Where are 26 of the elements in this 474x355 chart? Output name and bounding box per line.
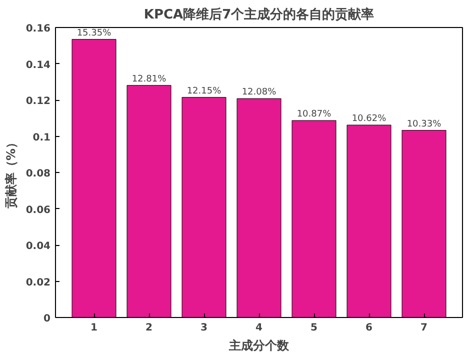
x-tick-label: 3 [200,322,208,334]
data-label: 12.08% [242,88,277,98]
y-tick-label: 0.02 [26,277,51,288]
x-tick-label: 4 [256,322,263,334]
data-label: 10.33% [406,119,442,130]
y-tick-label: 0.06 [26,204,51,216]
y-tick-label: 0.1 [32,132,51,144]
data-label: 10.62% [352,114,387,124]
y-tick-label: 0 [44,314,51,324]
data-label: 12.81% [132,74,167,84]
x-tick-label: 2 [146,322,153,334]
y-tick-label: 0.08 [26,168,51,180]
y-axis-title: 贡献率（%） [4,136,18,209]
y-tick-label: 0.04 [26,241,51,252]
y-tick-label: 0.16 [26,24,51,34]
chart-title: KPCA降维后7个主成分的各自的贡献率 [144,6,374,22]
x-tick-label: 1 [90,322,98,334]
data-label: 15.35% [76,28,112,38]
x-tick-label: 6 [366,322,373,334]
data-label: 10.87% [296,109,332,120]
y-tick-label: 0.14 [26,60,51,71]
data-label: 12.15% [186,86,222,96]
x-axis-title: 主成分个数 [228,338,290,352]
y-tick-label: 0.12 [26,96,51,107]
x-tick-label: 5 [310,322,318,334]
x-tick-label: 7 [420,322,428,334]
